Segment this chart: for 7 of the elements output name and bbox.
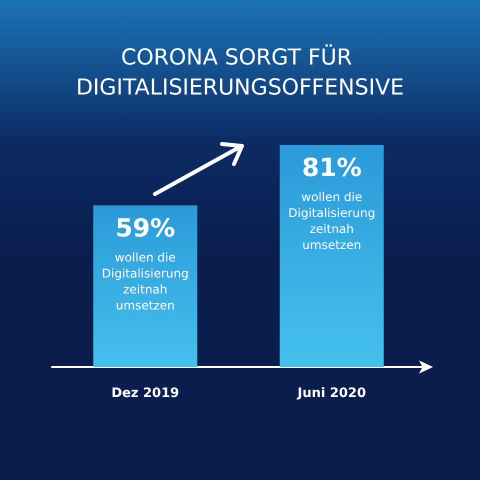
x-tick-label: Juni 2020: [296, 386, 366, 401]
x-tick-label: Dez 2019: [111, 386, 180, 401]
data-label: 59%: [115, 213, 176, 242]
data-label: 81%: [302, 153, 362, 182]
annotation: wollen die Digitalisierung zeitnah umsetzen: [288, 190, 376, 252]
annotation: wollen die Digitalisierung zeitnah umsetzen: [102, 250, 189, 312]
chart-title: CORONA SORGT FÜR DIGITALISIERUNGSOFFENSIVE: [76, 44, 404, 100]
